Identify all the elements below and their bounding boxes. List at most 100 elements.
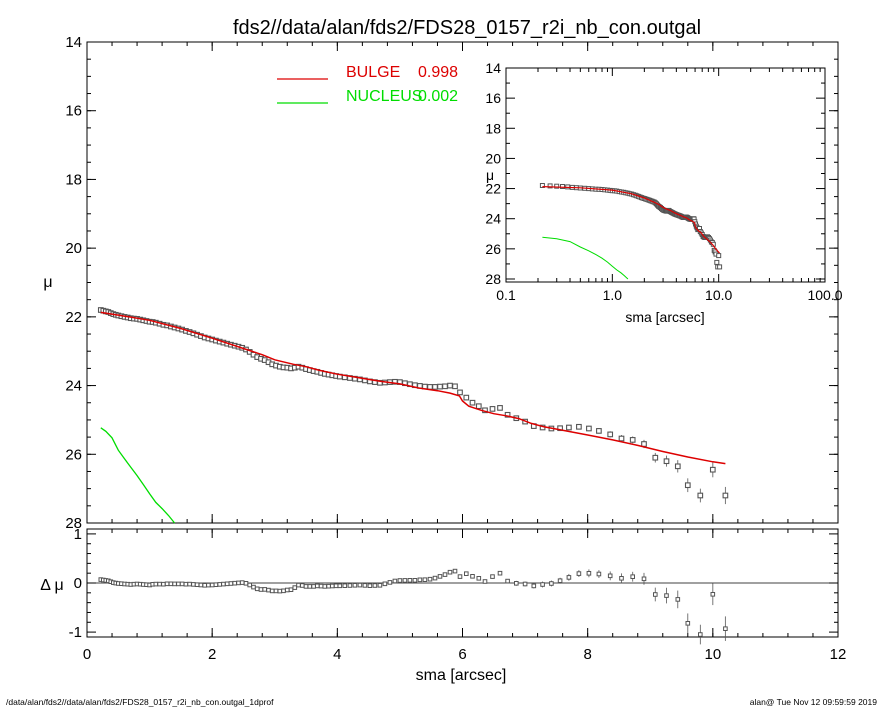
main-data-point bbox=[489, 406, 496, 412]
residual-point bbox=[330, 583, 335, 589]
inset-ytick-label: 28 bbox=[485, 271, 501, 287]
residual-point bbox=[447, 569, 453, 575]
residual-point bbox=[307, 584, 313, 589]
residual-point bbox=[213, 582, 219, 588]
residual-point bbox=[183, 581, 189, 587]
residual-point bbox=[269, 588, 275, 594]
residual-point bbox=[470, 574, 475, 579]
main-ytick-label: 18 bbox=[65, 171, 82, 188]
main-data-point bbox=[722, 492, 729, 499]
residual-point bbox=[179, 581, 185, 587]
main-data-point bbox=[697, 492, 704, 499]
residual-xtick-label: 6 bbox=[458, 646, 466, 663]
main-data-point bbox=[663, 458, 670, 465]
main-data-point bbox=[618, 435, 625, 442]
main-data-point bbox=[652, 454, 659, 461]
residual-point bbox=[352, 583, 358, 588]
legend-name-0: BULGE bbox=[346, 64, 400, 81]
inset-data-point bbox=[717, 264, 723, 270]
residual-point bbox=[333, 583, 339, 589]
residual-point bbox=[326, 583, 331, 589]
residual-point bbox=[549, 581, 554, 586]
inset-ytick-label: 22 bbox=[485, 181, 501, 197]
inset-data-point bbox=[714, 259, 720, 265]
main-plot-panel: 14 16 18 20 22 24 26 28 μ bbox=[43, 34, 839, 532]
main-data-point bbox=[432, 384, 438, 390]
bulge-model-line bbox=[100, 311, 726, 465]
nucleus-model-line bbox=[100, 427, 176, 524]
residual-xtick-label: 0 bbox=[83, 646, 91, 663]
residual-point bbox=[239, 580, 245, 585]
residual-point bbox=[710, 592, 716, 597]
inset-data-point bbox=[560, 184, 565, 189]
main-data-point bbox=[442, 383, 448, 390]
main-data-point bbox=[709, 466, 716, 473]
residual-point bbox=[311, 584, 316, 589]
residual-point bbox=[247, 582, 252, 588]
residual-point bbox=[266, 587, 271, 593]
legend-value-1: 0.002 bbox=[418, 88, 458, 105]
residual-point bbox=[490, 574, 495, 579]
main-y-axis-label: μ bbox=[43, 274, 52, 291]
residual-point bbox=[464, 571, 469, 577]
main-data-point bbox=[452, 383, 458, 390]
residual-point bbox=[292, 585, 298, 590]
residual-xtick-label: 8 bbox=[583, 646, 591, 663]
residual-point bbox=[377, 583, 383, 588]
residual-point bbox=[402, 578, 408, 583]
main-data-point bbox=[437, 383, 443, 390]
residual-point bbox=[206, 582, 211, 588]
main-data-point bbox=[504, 411, 511, 418]
main-data-point bbox=[674, 463, 681, 470]
residual-point bbox=[723, 626, 728, 632]
residual-point bbox=[685, 621, 691, 626]
residual-point bbox=[198, 582, 204, 588]
inset-ytick-label: 20 bbox=[485, 150, 501, 166]
main-data-point bbox=[576, 423, 582, 430]
residual-point bbox=[209, 582, 215, 588]
residual-point bbox=[457, 574, 463, 579]
inset-ytick-label: 18 bbox=[485, 120, 501, 136]
residual-xtick-label: 4 bbox=[333, 646, 341, 663]
residual-point bbox=[653, 592, 658, 597]
inset-ytick-label: 16 bbox=[485, 90, 501, 106]
residual-y-axis-label: Δ μ bbox=[40, 577, 63, 594]
residual-point bbox=[505, 578, 510, 584]
main-ytick-label: 24 bbox=[65, 378, 82, 395]
residual-point bbox=[337, 583, 343, 589]
main-ytick-label: 22 bbox=[65, 309, 82, 326]
inset-data-point bbox=[539, 183, 545, 188]
main-data-point bbox=[475, 403, 482, 410]
inset-xtick-label: 1.0 bbox=[603, 287, 623, 303]
main-data-point bbox=[463, 394, 470, 401]
inset-xtick-label: 100.0 bbox=[807, 287, 842, 303]
residual-point bbox=[322, 584, 328, 589]
residual-point bbox=[281, 588, 286, 594]
footer-left-path: /data/alan/fds2//data/alan/fds2/FDS28_01… bbox=[6, 697, 274, 707]
main-data-point bbox=[684, 482, 691, 489]
residual-point bbox=[362, 583, 368, 588]
residual-point bbox=[437, 574, 443, 579]
inset-nucleus-model-line bbox=[542, 236, 629, 280]
residual-point bbox=[427, 576, 433, 582]
footer-right-timestamp: alan@ Tue Nov 12 09:59:59 2019 bbox=[750, 697, 878, 707]
residual-point bbox=[157, 581, 162, 587]
residual-point bbox=[285, 587, 290, 593]
residual-point bbox=[417, 577, 423, 583]
residual-point bbox=[191, 582, 196, 587]
residual-point bbox=[698, 632, 703, 637]
residual-point bbox=[540, 582, 545, 587]
residual-point bbox=[318, 583, 324, 589]
residual-point bbox=[675, 597, 681, 602]
residual-point bbox=[228, 581, 234, 586]
residual-point bbox=[442, 572, 448, 577]
inset-bulge-model-line bbox=[542, 186, 720, 254]
inset-ytick-label: 24 bbox=[485, 211, 501, 227]
inset-background bbox=[506, 68, 825, 282]
residual-point bbox=[296, 582, 301, 588]
residual-point bbox=[236, 580, 241, 586]
residual-point bbox=[303, 584, 309, 589]
residual-point bbox=[347, 583, 353, 588]
residual-point bbox=[217, 582, 222, 587]
